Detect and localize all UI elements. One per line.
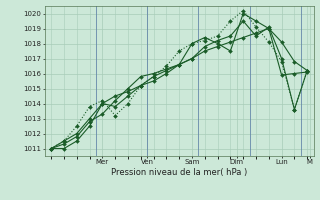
- X-axis label: Pression niveau de la mer( hPa ): Pression niveau de la mer( hPa ): [111, 168, 247, 177]
